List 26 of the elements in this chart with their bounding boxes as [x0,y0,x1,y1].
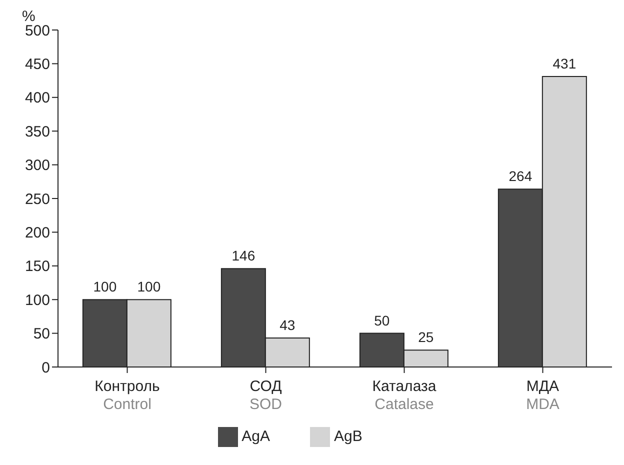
legend-label: AgA [242,428,270,445]
data-label: 264 [508,168,532,184]
y-tick-label: 50 [33,326,50,343]
x-tick-label: Контроль Control [94,378,160,413]
x-tick-label: СОД SOD [249,378,282,413]
data-label: 100 [137,278,161,295]
legend-label: AgB [334,428,362,445]
y-tick-label: 150 [24,258,50,276]
x-tick-label: Каталаза Catalase [372,378,437,413]
y-tick-label: 500 [24,22,50,40]
y-axis-title: % [22,8,36,25]
y-tick-label: 0 [42,359,50,376]
y-tick-label: 300 [24,157,50,174]
y-tick-label: 100 [24,292,50,309]
data-label: 25 [418,329,434,346]
data-label: 146 [232,248,256,264]
y-tick-label: 350 [24,123,50,140]
data-label: 100 [93,278,117,295]
y-tick-label: 450 [24,56,50,74]
data-label: 431 [552,56,576,72]
x-tick-label: МДА MDA [526,378,560,413]
data-label: 50 [374,312,390,328]
data-label: 43 [280,317,296,334]
y-tick-label: 250 [24,190,50,208]
y-tick-label: 400 [24,90,50,107]
y-tick-label: 200 [24,224,50,242]
